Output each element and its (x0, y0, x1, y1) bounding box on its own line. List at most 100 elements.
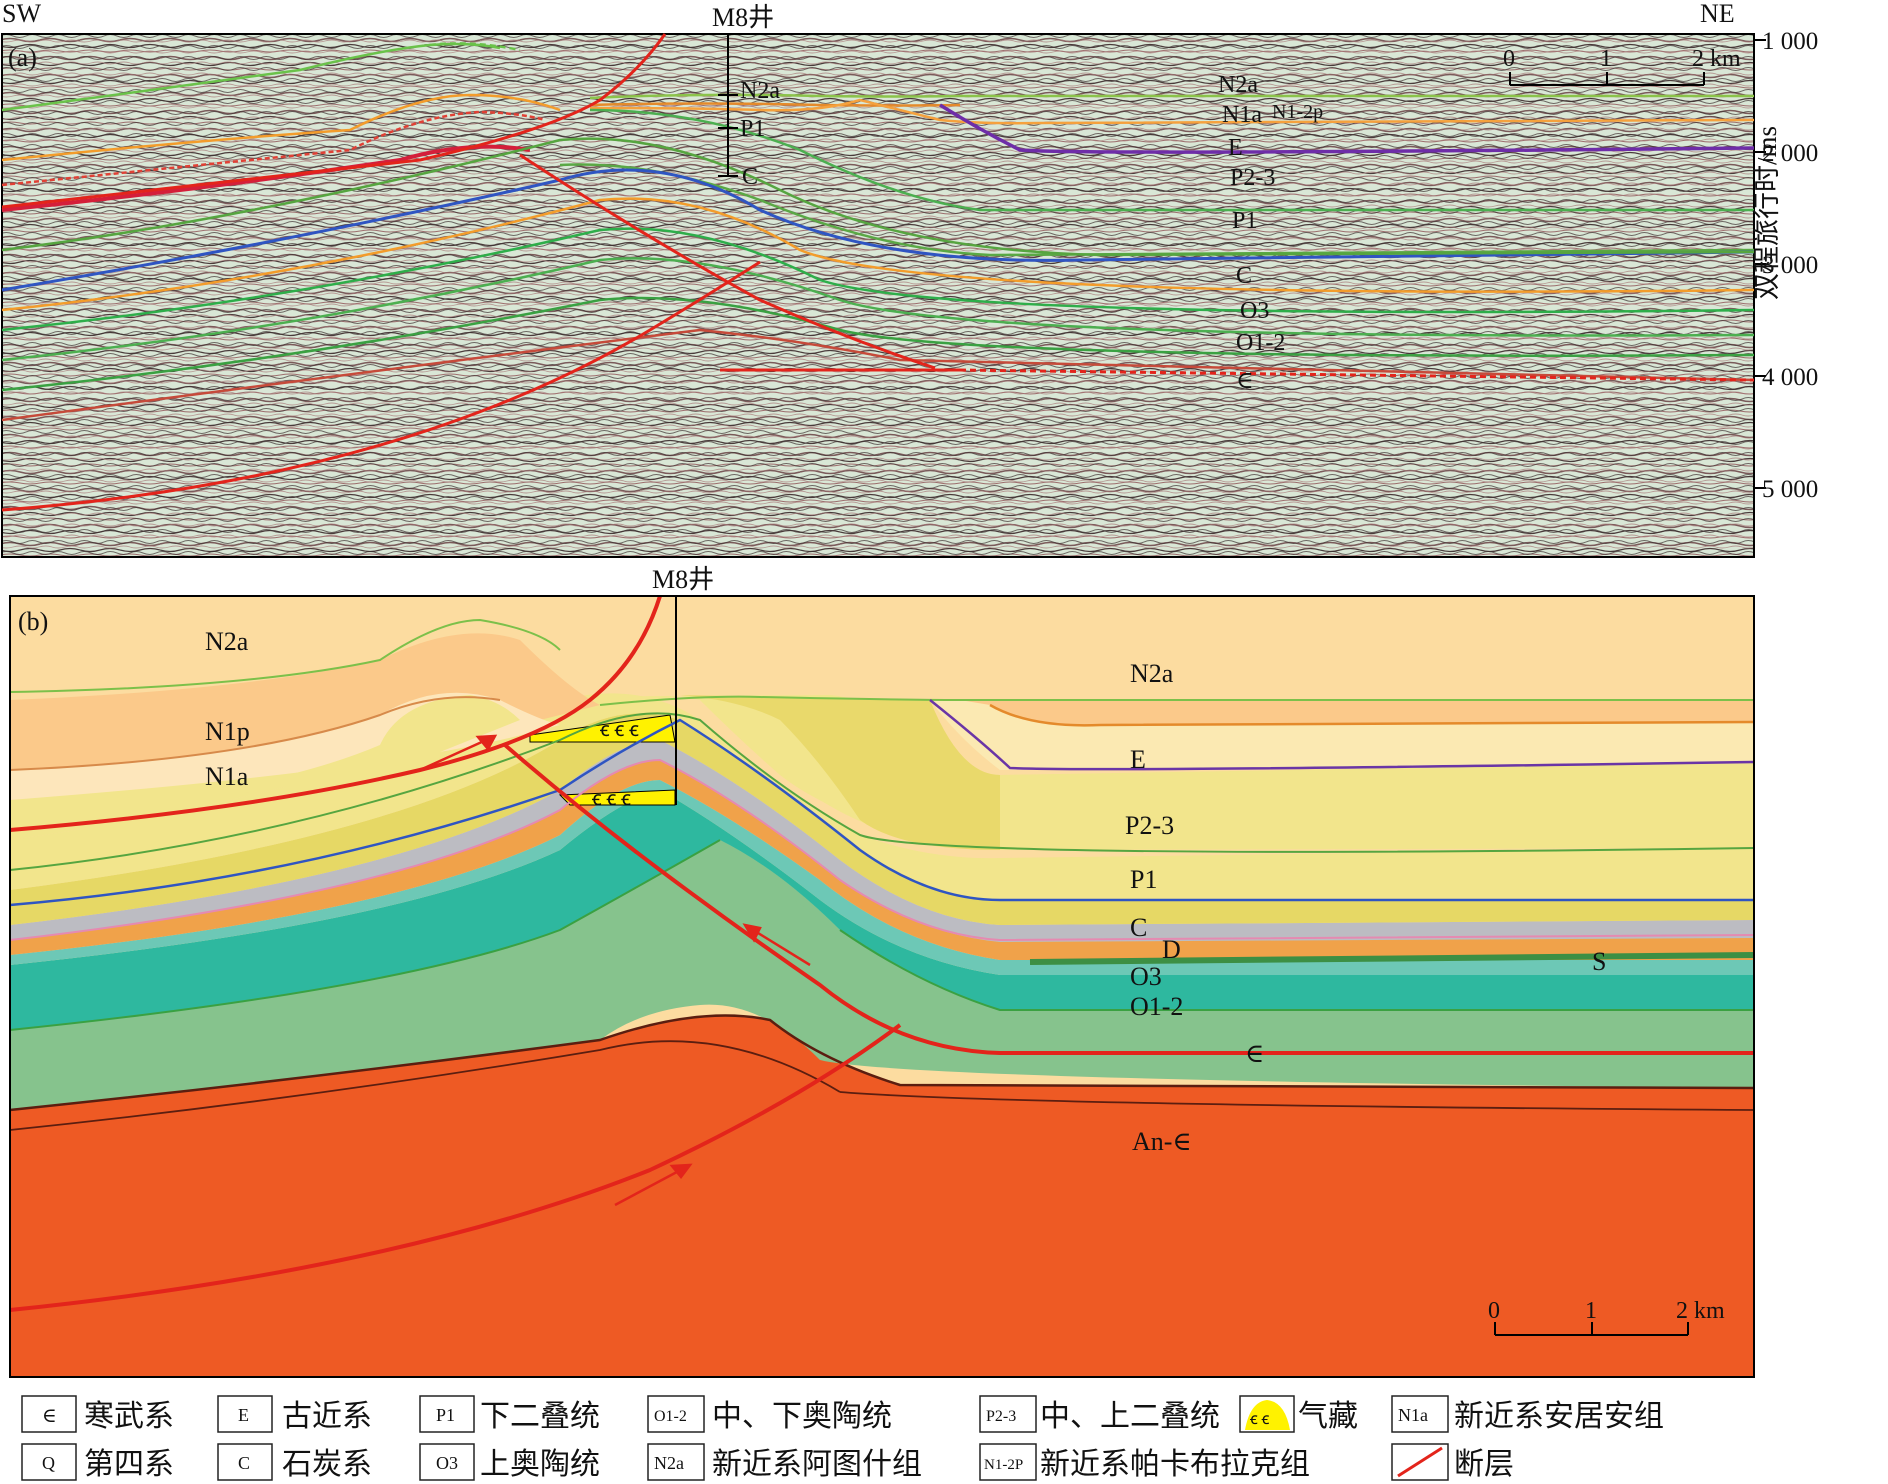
dir-ne: NE (1700, 0, 1735, 28)
horizon-c (1, 197, 1755, 312)
svg-text:1: 1 (1600, 46, 1612, 72)
svg-text:N1p: N1p (205, 717, 250, 746)
panel-a-label: (a) (8, 43, 37, 72)
legend-pakabulake: N1-2P 新近系帕卡布拉克组 (979, 1443, 1310, 1481)
well-strata-p1: P1 (740, 116, 765, 142)
svg-text:An-∈: An-∈ (1132, 1127, 1192, 1156)
unit-o12 (10, 790, 1754, 1030)
svg-text:断层: 断层 (1454, 1448, 1514, 1481)
svg-text:P2-3: P2-3 (986, 1408, 1016, 1425)
svg-text:古近系: 古近系 (282, 1400, 372, 1433)
svg-text:寒武系: 寒武系 (84, 1400, 174, 1433)
svg-text:2 km: 2 km (1676, 1298, 1725, 1324)
svg-text:2 km: 2 km (1692, 46, 1741, 72)
fault-thrust-shallow-b (9, 595, 662, 832)
tick-5000: 5 000 (1762, 476, 1818, 503)
svg-text:S: S (1592, 947, 1606, 976)
well-strata-c: C (742, 164, 758, 190)
svg-text:ꞓ ꞓ: ꞓ ꞓ (1250, 1411, 1270, 1428)
scale-bar-b: 0 1 2 km (1488, 1298, 1725, 1336)
section-boundaries (9, 618, 1755, 1131)
unit-p1 (10, 713, 1754, 925)
scale-bar-a: 0 1 2 km (1503, 46, 1741, 86)
well-label-a: M8井 (712, 3, 774, 32)
svg-text:1: 1 (1585, 1298, 1597, 1324)
unit-c (10, 740, 1754, 942)
svg-text:E: E (238, 1405, 249, 1425)
svg-text:N1a: N1a (1398, 1405, 1428, 1425)
svg-text:第四系: 第四系 (84, 1448, 174, 1481)
label-p23: P2-3 (1230, 165, 1275, 191)
label-e: E (1228, 135, 1243, 161)
unit-n1p (10, 633, 600, 800)
horizon-p1 (1, 168, 1755, 292)
horizon-n1a-left (1, 93, 561, 162)
fault-thrust-deep-b (9, 1023, 902, 1312)
svg-text:新近系帕卡布拉克组: 新近系帕卡布拉克组 (1040, 1448, 1310, 1481)
label-o3: O3 (1240, 298, 1269, 324)
legend-mid-upper-permian: P2-3 中、上二叠统 (979, 1395, 1220, 1433)
svg-text:0: 0 (1503, 46, 1515, 72)
horizon-o12 (1, 296, 1755, 392)
tick-4000: 4 000 (1762, 364, 1818, 391)
svg-text:N1a: N1a (205, 762, 249, 791)
fault-thrust-shallow (1, 33, 667, 209)
svg-text:0: 0 (1488, 1298, 1500, 1324)
svg-text:O3: O3 (1130, 962, 1162, 991)
dir-sw: SW (2, 0, 41, 28)
svg-text:O1-2: O1-2 (1130, 992, 1183, 1021)
svg-text:N2a: N2a (205, 627, 249, 656)
svg-text:中、下奥陶统: 中、下奥陶统 (712, 1400, 892, 1433)
legend-quaternary: Q 第四系 (21, 1443, 174, 1481)
label-o12: O1-2 (1236, 330, 1285, 356)
svg-text:上奥陶统: 上奥陶统 (480, 1448, 600, 1481)
seismic-strata-labels: N2a N1a N1-2p E P2-3 P1 C O3 O1-2 ∈ (1218, 72, 1323, 394)
svg-text:石炭系: 石炭系 (282, 1448, 372, 1481)
svg-text:N2a: N2a (1130, 659, 1174, 688)
svg-text:中、上二叠统: 中、上二叠统 (1040, 1400, 1220, 1433)
section-unit-labels: N2a N1p N1a N2a E P2-3 P1 C D O3 S O1-2 … (205, 627, 1606, 1156)
svg-text:N2a: N2a (654, 1453, 684, 1473)
svg-text:Q: Q (42, 1453, 55, 1473)
unit-o3 (10, 780, 1754, 975)
label-n1a: N1a (1222, 102, 1262, 128)
svg-text:新近系阿图什组: 新近系阿图什组 (712, 1448, 922, 1481)
fault-back (519, 153, 936, 370)
svg-text:气藏: 气藏 (1298, 1400, 1358, 1433)
tick-2000: 2 000 (1762, 140, 1818, 167)
svg-text:N1-2P: N1-2P (984, 1457, 1023, 1473)
label-c: C (1236, 263, 1252, 289)
svg-text:O3: O3 (436, 1453, 458, 1473)
seismic-faults (1, 33, 936, 512)
label-n2a: N2a (1218, 72, 1258, 98)
svg-text:ꞓ ꞓ ꞓ: ꞓ ꞓ ꞓ (600, 719, 639, 741)
svg-text:P1: P1 (436, 1405, 455, 1425)
legend-mid-lower-ordovician: O1-2 中、下奥陶统 (647, 1395, 892, 1433)
svg-text:E: E (1130, 745, 1146, 774)
legend-fault: 断层 (1391, 1443, 1514, 1481)
legend-anjuan: N1a 新近系安居安组 (1391, 1395, 1664, 1433)
svg-text:新近系安居安组: 新近系安居安组 (1454, 1400, 1664, 1433)
svg-text:O1-2: O1-2 (654, 1408, 687, 1425)
svg-text:C: C (238, 1453, 250, 1473)
seismic-panel: M8井 N2a P1 C N2a N1a N1-2p E P2-3 P1 C O… (1, 0, 1818, 558)
horizon-e (939, 103, 1755, 154)
svg-text:∈: ∈ (1245, 1039, 1264, 1068)
well-strata-n2a: N2a (740, 78, 780, 104)
axis-title: 双程旅行时/ms (1752, 126, 1782, 300)
svg-text:ꞓ ꞓ ꞓ: ꞓ ꞓ ꞓ (592, 788, 631, 810)
svg-text:P2-3: P2-3 (1125, 811, 1174, 840)
label-p1: P1 (1232, 208, 1257, 234)
gas-symbols: ꞓ ꞓ ꞓ ꞓ ꞓ ꞓ (592, 719, 639, 810)
tick-3000: 3 000 (1762, 252, 1818, 279)
section-faults (9, 595, 1754, 1312)
fault-icon (1397, 1446, 1443, 1478)
tick-1000: 1 000 (1762, 28, 1818, 55)
panel-b-label: (b) (18, 607, 48, 636)
legend-carboniferous: C 石炭系 (217, 1443, 372, 1481)
svg-text:C: C (1130, 913, 1147, 942)
svg-text:P1: P1 (1130, 865, 1157, 894)
gas-icon (1245, 1400, 1290, 1430)
label-n12p: N1-2p (1272, 101, 1323, 123)
